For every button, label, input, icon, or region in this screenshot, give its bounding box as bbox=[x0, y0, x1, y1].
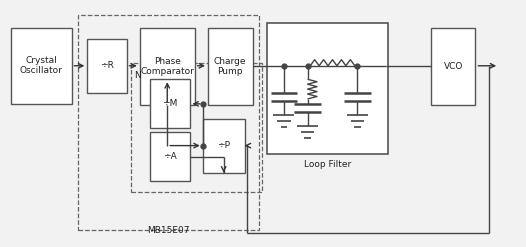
Text: MB15E07: MB15E07 bbox=[147, 226, 190, 235]
Text: ÷M: ÷M bbox=[162, 99, 178, 108]
Text: N: N bbox=[135, 71, 141, 80]
FancyBboxPatch shape bbox=[150, 132, 189, 181]
Text: Loop Filter: Loop Filter bbox=[304, 160, 351, 168]
Text: Charge
Pump: Charge Pump bbox=[214, 57, 247, 76]
FancyBboxPatch shape bbox=[11, 28, 72, 104]
FancyBboxPatch shape bbox=[431, 28, 476, 105]
FancyBboxPatch shape bbox=[208, 28, 252, 105]
Text: Phase
Comparator: Phase Comparator bbox=[140, 57, 194, 76]
FancyBboxPatch shape bbox=[150, 79, 189, 128]
Text: ÷R: ÷R bbox=[100, 61, 114, 70]
Text: ÷P: ÷P bbox=[217, 141, 230, 150]
Text: ÷A: ÷A bbox=[163, 152, 177, 161]
FancyBboxPatch shape bbox=[267, 23, 388, 154]
Text: Crystal
Oscillator: Crystal Oscillator bbox=[20, 56, 63, 76]
FancyBboxPatch shape bbox=[87, 39, 127, 93]
FancyBboxPatch shape bbox=[203, 119, 245, 173]
FancyBboxPatch shape bbox=[140, 28, 195, 105]
Text: VCO: VCO bbox=[443, 62, 463, 71]
